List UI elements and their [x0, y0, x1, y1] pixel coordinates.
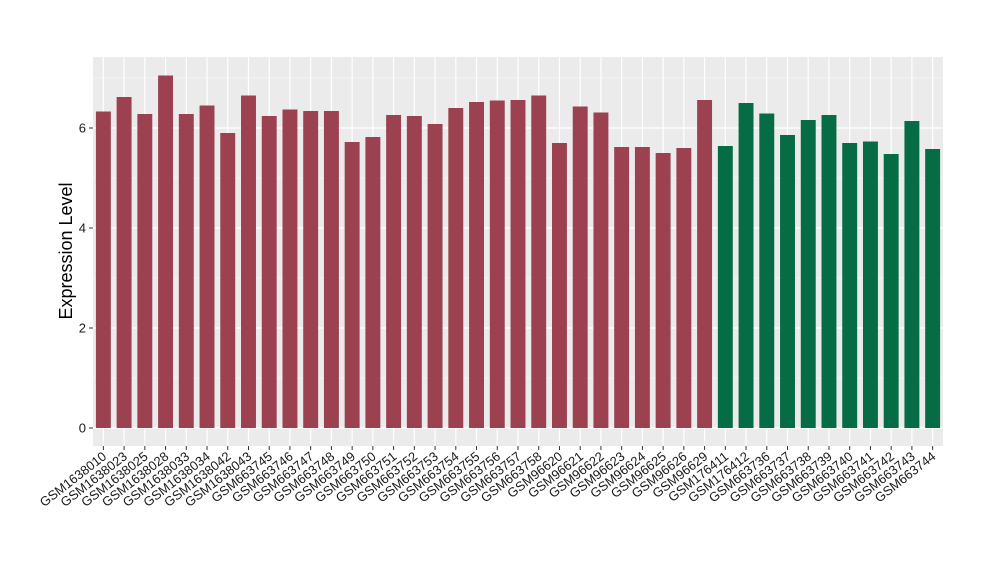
bar-GSM663744 [925, 149, 941, 428]
bar-GSM1638033 [178, 114, 194, 428]
bar-GSM663738 [800, 120, 816, 428]
bar-GSM96624 [634, 147, 650, 428]
bar-GSM663739 [821, 115, 837, 428]
bar-GSM96626 [676, 148, 692, 428]
y-axis: 0 2 4 6 [79, 121, 93, 436]
bar-GSM663749 [344, 142, 360, 428]
bar-GSM663755 [469, 102, 484, 428]
bar-GSM663757 [510, 100, 526, 428]
bar-GSM663754 [448, 108, 464, 428]
bar-GSM1638023 [116, 97, 132, 428]
bar-GSM663740 [842, 143, 858, 428]
bar-GSM176412 [738, 103, 754, 428]
y-tick-label: 6 [79, 121, 86, 136]
bar-GSM96620 [552, 143, 567, 428]
bar-GSM663736 [759, 113, 775, 428]
bar-GSM1638025 [137, 114, 153, 428]
bar-GSM663746 [282, 109, 298, 428]
bar-GSM663748 [323, 111, 339, 428]
bar-GSM96621 [572, 106, 588, 428]
bar-GSM663743 [904, 121, 920, 428]
y-axis-title: Expression Level [56, 182, 76, 319]
bar-GSM96629 [697, 100, 713, 428]
bar-GSM96625 [655, 153, 671, 428]
bar-GSM1638034 [199, 105, 215, 428]
bar-GSM663750 [365, 137, 381, 428]
x-axis: GSM1638010GSM1638023GSM1638025GSM1638028… [37, 446, 938, 510]
bar-GSM663752 [406, 116, 422, 428]
bar-GSM663737 [780, 135, 795, 428]
y-tick-label: 2 [79, 321, 86, 336]
bar-GSM1638028 [158, 75, 174, 428]
bar-GSM663758 [531, 95, 547, 428]
bars [95, 75, 941, 428]
bar-GSM663741 [862, 141, 878, 428]
bar-GSM1638042 [220, 133, 236, 428]
bar-GSM96622 [593, 112, 609, 428]
y-tick-label: 0 [79, 421, 86, 436]
bar-GSM663742 [883, 154, 899, 428]
bar-GSM663753 [427, 124, 443, 428]
bar-GSM1638010 [95, 111, 111, 428]
bar-GSM1638043 [241, 95, 256, 428]
bar-GSM663745 [261, 116, 277, 428]
y-tick-label: 4 [79, 221, 86, 236]
bar-GSM663751 [386, 115, 402, 428]
bar-GSM96623 [614, 147, 630, 428]
bar-GSM663756 [489, 100, 505, 428]
bar-GSM176411 [717, 146, 733, 428]
bar-GSM663747 [303, 111, 319, 428]
